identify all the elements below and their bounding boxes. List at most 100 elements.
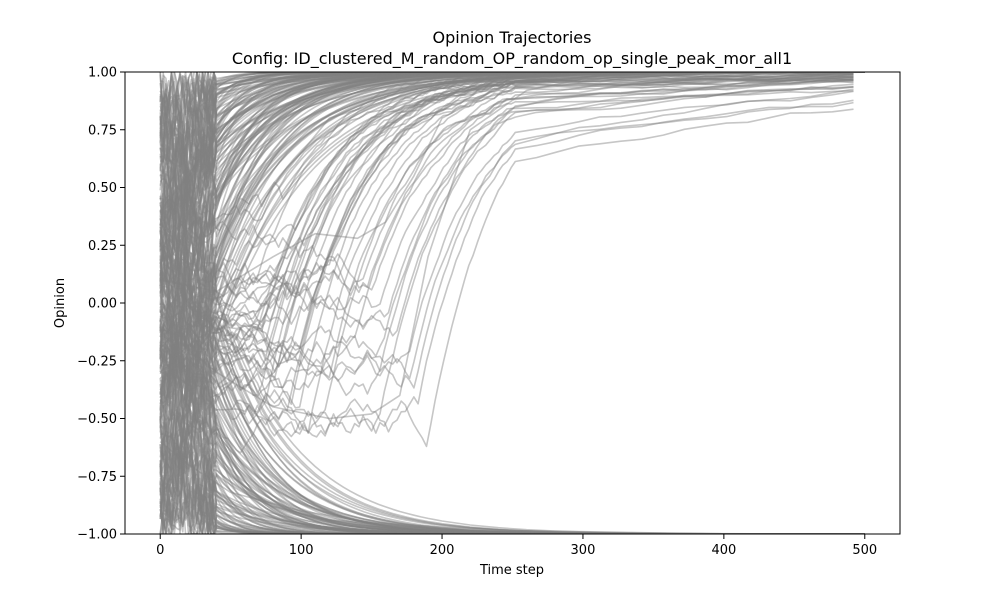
trajectory-line — [159, 72, 865, 366]
trajectory-line — [159, 415, 865, 534]
trajectory-line — [159, 79, 854, 438]
trajectory-line — [159, 72, 865, 125]
y-axis: −1.00 −0.75 −0.50 −0.25 0.00 0.25 0.50 0.75 1.00 — [77, 66, 125, 543]
trajectory-line — [159, 72, 865, 276]
trajectory-line — [159, 72, 865, 276]
trajectory-line — [159, 72, 865, 514]
trajectory-line — [159, 72, 865, 404]
trajectory-line — [159, 432, 865, 534]
x-tick-label: 200 — [430, 543, 455, 558]
trajectory-line — [159, 73, 854, 405]
trajectory-line — [159, 73, 854, 377]
trajectory-line — [159, 72, 854, 363]
trajectory-line — [159, 268, 865, 534]
trajectory-line — [159, 132, 865, 534]
trajectory-line — [159, 123, 865, 534]
trajectory-line — [159, 417, 865, 534]
trajectory-line — [159, 72, 865, 534]
trajectory-line — [159, 75, 854, 362]
trajectory-line — [159, 72, 865, 313]
trajectory-line — [159, 72, 865, 430]
trajectory-line — [159, 72, 854, 301]
trajectory-line — [159, 258, 865, 534]
trajectory-line — [159, 74, 865, 534]
trajectory-line — [159, 151, 865, 534]
trajectory-line — [159, 77, 854, 338]
trajectory-line — [159, 326, 865, 534]
trajectory-line — [159, 384, 865, 534]
trajectory-line — [159, 72, 865, 462]
trajectory-line — [159, 100, 865, 534]
trajectory-line — [159, 72, 865, 534]
trajectory-line — [159, 72, 854, 286]
trajectory-line — [159, 72, 865, 212]
y-tick-label: 0.50 — [88, 181, 117, 196]
trajectory-line — [159, 72, 865, 373]
trajectory-line — [159, 72, 865, 218]
trajectory-line — [159, 440, 865, 534]
trajectory-line — [159, 72, 865, 477]
trajectory-line — [159, 72, 865, 400]
trajectory-line — [160, 83, 854, 371]
trajectory-line — [159, 72, 865, 356]
y-tick-label: 0.75 — [88, 123, 117, 138]
trajectory-line — [159, 244, 865, 534]
trajectory-line — [159, 77, 854, 379]
trajectory-line — [159, 72, 865, 228]
trajectory-line — [159, 72, 865, 286]
trajectory-line — [160, 72, 854, 377]
trajectory-line — [159, 75, 854, 346]
trajectory-line — [159, 72, 865, 529]
trajectory-line — [159, 72, 865, 500]
trajectory-line — [159, 348, 865, 534]
trajectory-line — [159, 77, 854, 343]
trajectory-line — [159, 72, 865, 207]
trajectory-line — [159, 122, 865, 534]
trajectory-line — [159, 72, 865, 360]
trajectory-line — [159, 93, 865, 534]
trajectory-line — [159, 313, 865, 534]
trajectory-line — [159, 72, 865, 184]
trajectory-line — [159, 74, 854, 373]
trajectory-line — [159, 72, 865, 420]
trajectory-line — [159, 72, 865, 498]
trajectory-line — [159, 72, 865, 405]
trajectory-line — [159, 117, 865, 534]
trajectory-line — [159, 72, 854, 313]
trajectory-line — [159, 72, 865, 520]
trajectory-line — [159, 72, 854, 265]
trajectory-line — [159, 453, 865, 534]
trajectory-line — [159, 73, 854, 425]
trajectory-line — [159, 345, 865, 534]
trajectory-line — [159, 115, 865, 534]
trajectory-line — [159, 72, 865, 329]
trajectory-line — [159, 72, 865, 137]
x-tick-label: 0 — [156, 543, 164, 558]
trajectory-line — [159, 157, 865, 534]
trajectory-line — [159, 244, 865, 534]
trajectory-line — [159, 77, 865, 534]
trajectory-line — [159, 501, 865, 534]
x-tick-label: 400 — [711, 543, 736, 558]
trajectory-line — [159, 72, 865, 320]
trajectory-line — [159, 72, 854, 384]
y-tick-label: −0.50 — [77, 412, 117, 427]
trajectory-line — [159, 74, 854, 396]
trajectory-line — [159, 72, 865, 534]
trajectory-line — [159, 388, 865, 534]
trajectory-line — [160, 72, 865, 293]
trajectory-line — [159, 72, 865, 534]
trajectory-line — [159, 479, 865, 534]
trajectory-line — [159, 76, 854, 391]
trajectory-line — [159, 305, 865, 534]
trajectory-line — [159, 72, 865, 534]
trajectory-line — [159, 145, 865, 534]
trajectory-line — [160, 72, 865, 172]
trajectory-line — [160, 75, 854, 345]
trajectory-line — [159, 90, 854, 388]
trajectory-line — [159, 72, 865, 300]
trajectory-line — [159, 78, 854, 366]
trajectory-line — [159, 72, 865, 129]
